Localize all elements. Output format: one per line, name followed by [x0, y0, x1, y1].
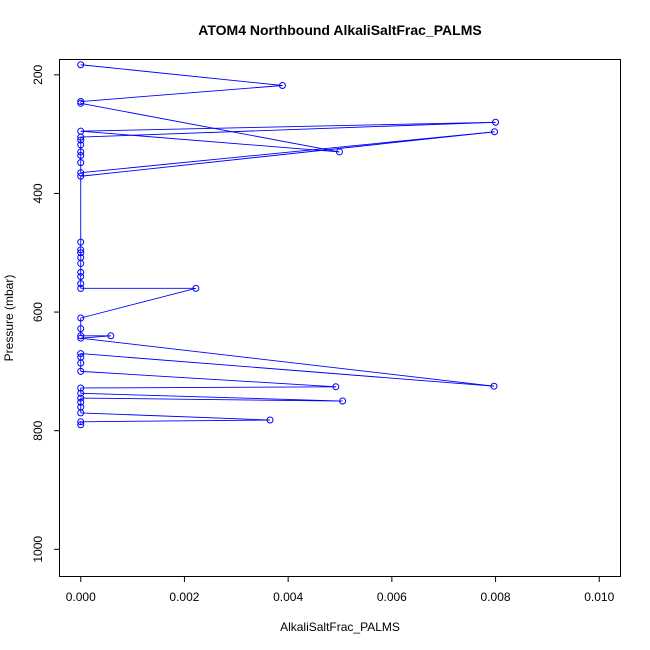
series-segment [80, 419, 271, 423]
y-tick-label: 400 [31, 183, 45, 203]
y-axis: 200 400 600 800 1000 [31, 64, 60, 563]
x-tick-label: 0.006 [377, 590, 407, 604]
data-point [77, 403, 85, 411]
data-point [77, 172, 85, 180]
data-point [77, 367, 85, 375]
data-point [77, 98, 85, 106]
series-segment [80, 412, 271, 421]
series-segment [80, 121, 496, 138]
series-segment [80, 131, 495, 174]
data-point [77, 61, 85, 69]
data-point [77, 238, 85, 246]
data-point [77, 159, 85, 167]
data-point [490, 382, 498, 390]
series-segment [80, 64, 283, 86]
series-segment [80, 102, 340, 153]
data-point [492, 118, 500, 126]
series-segment [80, 353, 495, 387]
data-point [77, 398, 85, 406]
series-segment [80, 121, 496, 132]
data-point [77, 127, 85, 135]
chart-title: ATOM4 Northbound AlkaliSaltFrac_PALMS [198, 22, 481, 38]
x-axis-label: AlkaliSaltFrac_PALMS [280, 620, 400, 634]
x-tick-label: 0.010 [584, 590, 614, 604]
series-segment [80, 131, 495, 177]
series-segment [80, 392, 343, 402]
data-point [77, 421, 85, 429]
series-segment [80, 397, 343, 402]
data-point [77, 394, 85, 402]
plot-area [59, 59, 621, 577]
y-axis-label: Pressure (mbar) [2, 275, 16, 362]
x-axis: 0.000 0.002 0.004 0.006 0.008 0.010 [66, 576, 615, 604]
data-point [332, 383, 340, 391]
data-point [77, 169, 85, 177]
x-tick-label: 0.004 [273, 590, 303, 604]
data-point [77, 148, 85, 156]
data-point [339, 397, 347, 405]
data-point [77, 384, 85, 392]
y-tick-label: 200 [31, 64, 45, 84]
data-point [77, 353, 85, 361]
data-point [77, 141, 85, 149]
data-point [266, 416, 274, 424]
series-segment [80, 386, 336, 389]
data-point [77, 332, 85, 340]
data-point [77, 314, 85, 322]
data-point [278, 82, 286, 90]
data-point [491, 128, 499, 136]
data-point [77, 268, 85, 276]
series-segment [80, 85, 283, 102]
data-series [77, 61, 500, 429]
y-tick-label: 1000 [31, 536, 45, 563]
plot-frame [59, 59, 621, 577]
data-point [192, 284, 200, 292]
data-point [77, 272, 85, 280]
x-tick-label: 0.000 [66, 590, 96, 604]
series-segment [80, 337, 495, 387]
data-point [77, 418, 85, 426]
series-segment [80, 130, 340, 153]
data-point [107, 332, 115, 340]
data-point [335, 148, 343, 156]
data-point [77, 350, 85, 358]
data-point [77, 334, 85, 342]
data-point [77, 389, 85, 397]
x-tick-label: 0.002 [169, 590, 199, 604]
data-point [77, 249, 85, 257]
y-tick-label: 800 [31, 420, 45, 440]
data-point [77, 325, 85, 333]
data-point [77, 280, 85, 288]
data-point [77, 254, 85, 262]
data-point [77, 284, 85, 292]
series-segment [80, 370, 336, 388]
data-point [77, 151, 85, 159]
data-point [77, 136, 85, 144]
data-point [77, 246, 85, 254]
y-tick-label: 600 [31, 302, 45, 322]
series-segment [80, 287, 196, 319]
x-tick-label: 0.008 [481, 590, 511, 604]
